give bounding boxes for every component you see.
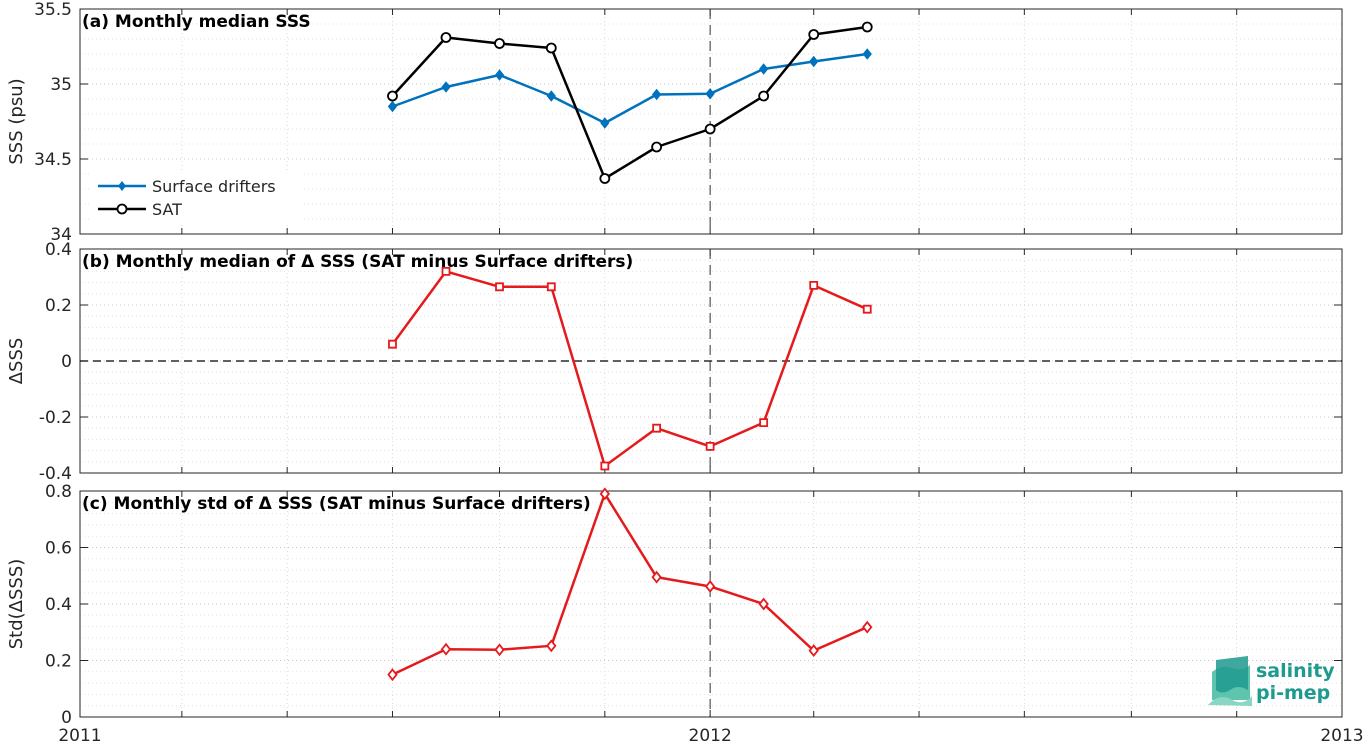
data-point-0-0-8	[809, 55, 819, 68]
series-line-0-1	[391, 25, 868, 180]
data-point-0-1-4	[599, 173, 611, 184]
y-tick-label-2-4: 0.8	[45, 482, 72, 502]
data-point-1-0-7	[759, 418, 769, 427]
data-point-2-0-5	[651, 570, 662, 584]
logo-text-line1: salinity	[1256, 660, 1335, 682]
data-point-0-1-5	[651, 141, 663, 153]
y-tick-label-0-2: 35	[50, 75, 72, 95]
legend-label-sat: SAT	[152, 200, 182, 219]
data-point-2-0-4	[599, 487, 610, 501]
panel-title-2: (c) Monthly std of Δ SSS (SAT minus Surf…	[82, 494, 591, 514]
wave-logo-icon	[1208, 656, 1252, 706]
y-axis-label-0: SSS (psu)	[6, 78, 27, 164]
data-point-1-0-8	[809, 281, 819, 290]
y-tick-label-2-1: 0.2	[45, 652, 72, 672]
data-point-2-0-0	[387, 668, 398, 682]
y-tick-label-2-0: 0	[61, 708, 72, 728]
y-tick-label-2-3: 0.6	[45, 539, 72, 559]
data-point-0-1-2	[494, 38, 505, 49]
y-tick-label-0-0: 34	[50, 225, 72, 245]
data-point-0-1-1	[440, 32, 452, 43]
legend-marker-drifters	[118, 181, 126, 191]
data-point-1-0-2	[495, 282, 504, 292]
salinity-pi-mep-logo: salinity pi-mep	[1208, 656, 1335, 706]
x-tick-label-2: 2013	[1320, 726, 1363, 745]
data-point-1-0-3	[546, 282, 556, 292]
data-point-2-0-7	[758, 597, 769, 611]
data-point-0-0-1	[441, 81, 451, 93]
panel-frame-0	[79, 8, 1343, 235]
data-point-0-0-7	[759, 63, 769, 75]
data-point-1-0-0	[388, 339, 397, 349]
legend-box	[92, 172, 302, 224]
data-point-2-0-1	[440, 642, 452, 656]
data-point-2-0-2	[494, 643, 505, 657]
panel-2: 0 0.2 0.4 0.6 0.8 Std(ΔSSS) (c) Monthly std of…	[6, 482, 1343, 728]
y-tick-label-0-1: 34.5	[34, 150, 72, 170]
legend-label-drifters: Surface drifters	[152, 177, 276, 196]
legend: Surface drifters SAT	[92, 172, 302, 224]
data-point-1-0-4	[600, 461, 610, 471]
y-tick-label-1-1: -0.2	[39, 408, 72, 428]
series-line-2-0	[391, 492, 868, 676]
data-point-0-0-9	[862, 48, 872, 60]
data-point-0-0-5	[651, 88, 662, 101]
data-point-1-0-9	[862, 304, 872, 314]
data-point-0-0-2	[494, 69, 505, 81]
panel-title-1: (b) Monthly median of Δ SSS (SAT minus S…	[82, 252, 633, 272]
data-point-2-0-8	[808, 644, 819, 658]
data-point-1-0-1	[441, 267, 451, 276]
x-tick-label-1: 2012	[689, 726, 732, 745]
y-tick-label-1-3: 0.2	[45, 296, 72, 316]
y-axis-label-2: Std(ΔSSS)	[6, 559, 27, 650]
y-axis-label-1: ΔSSS	[6, 338, 27, 385]
panel-1: -0.4 -0.2 0 0.2 0.4 ΔSSS (b) Monthly median of…	[6, 240, 1343, 484]
data-point-1-0-5	[652, 423, 662, 433]
panel-title-0: (a) Monthly median SSS	[82, 12, 311, 32]
y-tick-label-1-2: 0	[61, 352, 72, 372]
data-point-0-1-7	[758, 90, 770, 102]
legend-marker-sat	[116, 203, 128, 215]
logo-text-line2: pi-mep	[1256, 682, 1330, 704]
x-tick-label-0: 2011	[58, 726, 101, 745]
data-point-1-0-6	[705, 442, 715, 451]
data-point-0-1-0	[387, 90, 398, 102]
data-point-0-1-3	[545, 42, 557, 54]
data-point-0-1-8	[808, 29, 820, 40]
data-point-0-1-6	[704, 123, 716, 135]
y-tick-label-1-4: 0.4	[45, 240, 72, 260]
data-point-0-1-9	[861, 21, 873, 33]
panel-0: 34 34.5 35 35.5 SSS (psu) (a) Monthly median …	[6, 0, 1343, 245]
y-tick-label-0-3: 35.5	[34, 0, 72, 20]
data-point-0-0-4	[600, 117, 610, 129]
y-tick-label-1-0: -0.4	[39, 464, 72, 484]
series-line-1-0	[391, 270, 868, 468]
data-point-0-0-6	[705, 87, 715, 100]
y-tick-label-2-2: 0.4	[45, 595, 72, 615]
data-point-0-0-0	[387, 100, 398, 113]
data-point-2-0-9	[862, 620, 873, 634]
data-point-2-0-6	[704, 580, 716, 593]
data-point-0-0-3	[546, 90, 556, 102]
data-point-2-0-3	[546, 639, 557, 653]
